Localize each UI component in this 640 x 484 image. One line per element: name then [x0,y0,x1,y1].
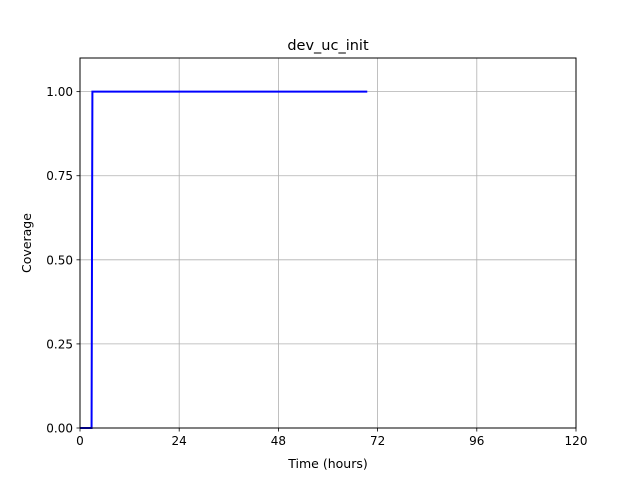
y-tick-label: 0.25 [46,337,73,351]
x-tick-label: 24 [172,434,187,448]
y-tick-label: 1.00 [46,85,73,99]
x-axis-label: Time (hours) [287,456,367,471]
x-tick-label: 0 [76,434,84,448]
y-tick-label: 0.75 [46,169,73,183]
plot-area [80,58,576,428]
x-axis-ticks: 0 24 48 72 96 120 [76,428,587,448]
y-axis-label: Coverage [19,213,34,273]
plot-frame [79,57,577,429]
y-tick-label: 0.00 [46,422,73,436]
y-axis-ticks: 0.00 0.25 0.50 0.75 1.00 [46,85,80,436]
x-tick-label: 48 [271,434,286,448]
x-tick-label: 72 [370,434,385,448]
x-tick-label: 120 [565,434,588,448]
chart-title: dev_uc_init [287,38,369,54]
y-tick-label: 0.50 [46,253,73,267]
x-tick-label: 96 [469,434,484,448]
